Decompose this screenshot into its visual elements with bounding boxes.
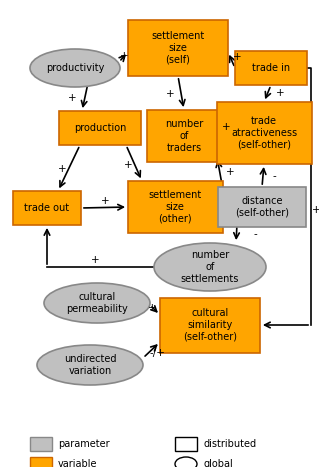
- Ellipse shape: [175, 457, 197, 467]
- Text: cultural
similarity
(self-other): cultural similarity (self-other): [183, 308, 237, 341]
- Text: +: +: [226, 167, 234, 177]
- Text: cultural
permeability: cultural permeability: [66, 292, 128, 314]
- Text: +: +: [312, 205, 319, 215]
- Text: distributed: distributed: [203, 439, 256, 449]
- FancyBboxPatch shape: [147, 110, 221, 162]
- Text: undirected
variation: undirected variation: [64, 354, 116, 376]
- Text: trade out: trade out: [25, 203, 70, 213]
- Text: settlement
size
(self): settlement size (self): [152, 31, 204, 64]
- Text: +: +: [276, 88, 284, 98]
- FancyBboxPatch shape: [160, 297, 260, 353]
- Text: -/+: -/+: [149, 348, 165, 358]
- Text: -: -: [253, 229, 257, 239]
- FancyBboxPatch shape: [218, 187, 306, 227]
- Text: trade
atractiveness
(self-other): trade atractiveness (self-other): [231, 116, 297, 149]
- Text: number
of
settlements: number of settlements: [181, 250, 239, 283]
- FancyBboxPatch shape: [217, 102, 311, 164]
- Text: +: +: [222, 122, 230, 132]
- Text: +: +: [101, 196, 109, 206]
- Text: +: +: [58, 164, 66, 174]
- Text: distance
(self-other): distance (self-other): [235, 196, 289, 218]
- Text: +: +: [233, 52, 241, 62]
- Text: -: -: [272, 171, 276, 181]
- Text: +: +: [91, 255, 99, 265]
- Ellipse shape: [44, 283, 150, 323]
- Text: +: +: [124, 160, 132, 170]
- FancyBboxPatch shape: [235, 51, 307, 85]
- FancyBboxPatch shape: [30, 437, 52, 451]
- Ellipse shape: [30, 49, 120, 87]
- FancyBboxPatch shape: [13, 191, 81, 225]
- Text: trade in: trade in: [252, 63, 290, 73]
- Ellipse shape: [37, 345, 143, 385]
- FancyBboxPatch shape: [30, 457, 52, 467]
- Text: global: global: [203, 459, 233, 467]
- Ellipse shape: [154, 243, 266, 291]
- Text: +: +: [166, 89, 174, 99]
- FancyBboxPatch shape: [59, 111, 141, 145]
- Text: variable: variable: [58, 459, 98, 467]
- Text: productivity: productivity: [46, 63, 104, 73]
- Text: number
of
traders: number of traders: [165, 120, 203, 153]
- FancyBboxPatch shape: [128, 20, 228, 76]
- FancyBboxPatch shape: [175, 437, 197, 451]
- Text: parameter: parameter: [58, 439, 110, 449]
- Text: production: production: [74, 123, 126, 133]
- Text: +: +: [68, 93, 76, 103]
- FancyBboxPatch shape: [128, 181, 222, 233]
- Text: +: +: [120, 51, 128, 61]
- Text: settlement
size
(other): settlement size (other): [148, 191, 202, 224]
- Text: +: +: [148, 303, 156, 313]
